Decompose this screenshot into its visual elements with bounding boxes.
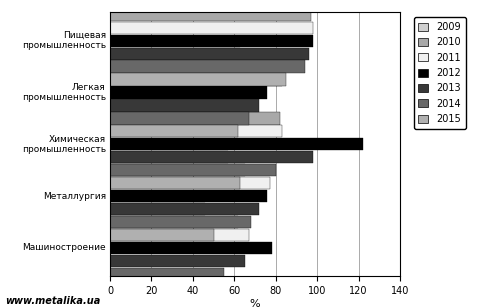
Bar <box>110 99 244 112</box>
Bar <box>110 22 313 34</box>
Bar <box>110 138 362 150</box>
Bar <box>110 112 280 125</box>
Bar <box>110 151 313 163</box>
Bar <box>110 35 313 47</box>
Bar <box>110 99 259 112</box>
Bar <box>110 0 302 8</box>
Bar <box>110 125 238 138</box>
Bar <box>110 112 249 125</box>
Bar <box>110 281 230 293</box>
Bar <box>110 125 282 138</box>
Bar <box>110 164 276 176</box>
Bar <box>110 203 206 215</box>
Bar <box>110 73 286 86</box>
X-axis label: %: % <box>250 299 260 307</box>
Bar <box>110 60 251 73</box>
Bar <box>110 151 228 163</box>
Bar <box>110 216 251 228</box>
Bar <box>110 164 244 176</box>
Bar <box>110 229 214 241</box>
Text: www.metalika.ua: www.metalika.ua <box>5 296 100 306</box>
Bar <box>110 268 224 280</box>
Bar <box>110 229 249 241</box>
Bar <box>110 48 309 60</box>
Bar <box>110 48 240 60</box>
Bar <box>110 9 311 21</box>
Legend: 2009, 2010, 2011, 2012, 2013, 2014, 2015: 2009, 2010, 2011, 2012, 2013, 2014, 2015 <box>414 17 466 129</box>
Bar <box>110 203 259 215</box>
Bar <box>110 177 270 189</box>
Bar <box>110 190 268 202</box>
Bar <box>110 177 240 189</box>
Bar <box>110 255 244 267</box>
Bar <box>110 60 304 73</box>
Bar <box>110 73 282 86</box>
Bar <box>110 242 272 254</box>
Bar <box>110 216 238 228</box>
Bar <box>110 86 268 99</box>
